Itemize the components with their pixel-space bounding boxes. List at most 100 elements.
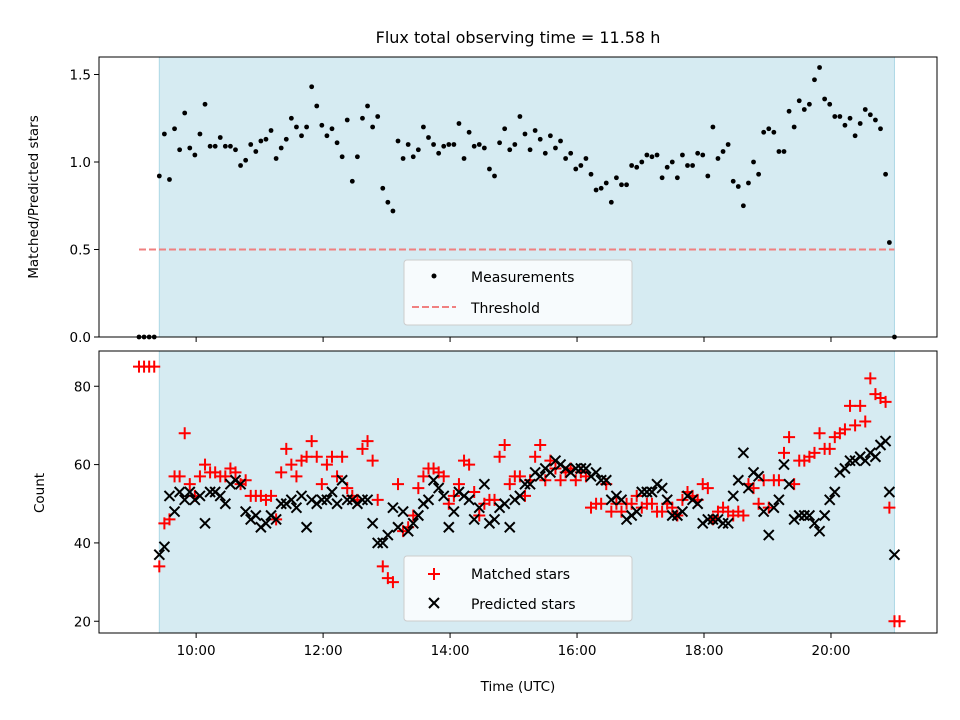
predicted-star-point [793,509,805,522]
measurement-point [471,143,477,149]
legend-label-predicted: Predicted stars [471,597,576,613]
predicted-star-point [666,509,678,522]
measurement-point [730,178,736,184]
predicted-star-point [194,490,206,502]
matched-star-point [813,427,826,440]
y-tick-label: 80 [74,379,91,395]
measurement-point [873,117,878,123]
matched-star-point [854,399,867,412]
matched-star-point [199,458,212,471]
predicted-star-point [448,505,460,518]
matched-star-point [356,442,369,455]
measurement-point [370,124,376,130]
measurement-point [405,142,411,147]
measurement-point [690,163,695,168]
matched-star-point [371,493,384,506]
x-tick-label: 20:00 [812,643,851,659]
measurement-point [299,133,304,139]
predicted-star-point [412,509,425,522]
predicted-star-point [691,498,704,510]
matched-star-point [310,450,323,463]
x-axis-ticks: 10:00 12:00 14:00 16:00 18:00 20:00 [177,633,851,659]
measurement-point [553,145,558,151]
measurement-point [852,133,858,139]
legend-box [403,555,633,622]
matched-star-point [849,419,862,432]
predicted-star-point [773,494,785,506]
predicted-star-point [260,517,272,530]
measurement-point [720,149,726,154]
y-axis-label: Matched/Predicted stars [26,115,42,278]
measurement-point [426,135,431,140]
measurement-point [283,136,289,142]
measurement-point [451,142,457,147]
measurement-point [268,128,274,133]
matched-star-point [783,431,796,444]
matched-star-point [498,439,511,451]
predicted-star-point [300,521,313,533]
measurement-point [664,164,670,170]
legend: Matched stars Predicted stars [403,555,633,622]
measurement-point [817,65,822,70]
measurement-point [695,150,701,156]
measurement-point [761,129,767,135]
measurements-legend-marker [431,273,437,279]
predicted-star-point [432,482,445,494]
predicted-star-point [544,466,557,479]
matched-star-point [285,458,298,471]
predicted-star-point [331,498,343,510]
measurement-point [507,147,513,153]
measurement-point [228,143,233,149]
predicted-star-point [356,494,369,506]
predicted-star-point [798,509,811,522]
measurement-point [288,115,294,121]
matched-star-point [859,415,872,428]
y-axis-ticks: 0.0 0.5 1.0 1.5 [70,68,99,346]
matched-star-point [645,497,658,510]
predicted-star-point [438,490,450,502]
matched-star-point [336,450,349,463]
matched-star-point [275,466,288,479]
predicted-star-point [808,517,821,530]
measurement-point [294,124,299,130]
matched-star-point [148,360,161,373]
measurement-point [522,131,528,137]
matched-star-point [838,423,851,436]
x-tick-label: 18:00 [685,643,724,659]
matched-star-point [823,442,836,455]
predicted-star-point [468,513,480,526]
predicted-star-point [316,494,328,506]
predicted-star-point [869,451,882,463]
matched-star-point [452,478,465,491]
measurement-point [309,84,315,90]
measurement-point [354,154,360,160]
predicted-star-point [402,525,414,537]
measurement-point [319,122,325,128]
predicted-star-point [488,513,501,526]
measurement-point [192,152,198,158]
legend: Measurements Threshold [403,259,633,326]
predicted-star-point [153,548,166,561]
measurement-point [380,185,386,191]
matched-star-point [386,576,399,589]
measurement-point [360,115,365,121]
measurement-point [385,199,391,205]
measurement-point [886,240,892,245]
predicted-star-point [498,498,511,510]
predicted-star-point [727,490,739,502]
predicted-star-point [178,494,191,506]
matched-star-point [864,372,877,385]
predicted-star-point [407,517,419,530]
matched-star-point [366,454,379,467]
predicted-star-point [478,478,491,490]
predicted-legend-marker [428,597,440,609]
matched-star-point [320,458,333,471]
measurement-point [466,129,472,135]
measurement-point [740,203,746,209]
predicted-star-point [646,486,658,498]
matched-star-point [808,446,821,459]
measurement-point [715,156,721,161]
measurement-point [233,147,238,153]
measurement-point [207,143,213,149]
predicted-star-point [737,447,750,459]
